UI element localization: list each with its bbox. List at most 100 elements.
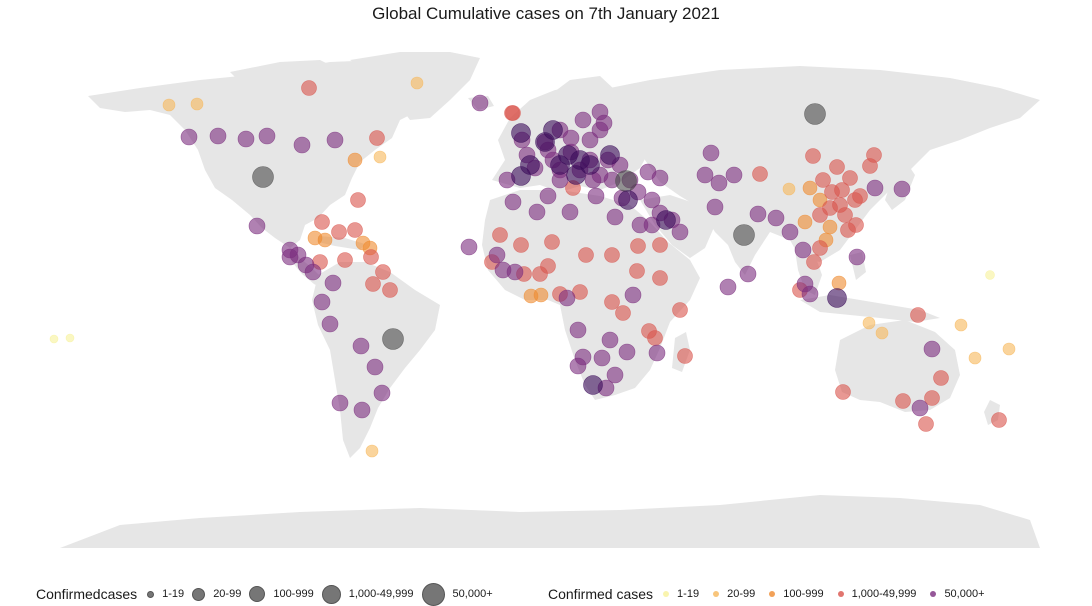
case-marker [293, 136, 311, 154]
case-marker [805, 148, 821, 164]
case-marker [561, 203, 579, 221]
case-marker [615, 305, 631, 321]
case-marker [606, 366, 624, 384]
case-marker [643, 191, 661, 209]
color-legend-label: 20-99 [727, 588, 756, 600]
case-marker [528, 203, 546, 221]
case-marker [248, 217, 266, 235]
case-marker [533, 287, 549, 303]
case-marker [739, 265, 757, 283]
case-marker [733, 224, 755, 246]
color-legend-key [713, 591, 720, 597]
case-marker [314, 214, 330, 230]
case-marker [363, 249, 379, 265]
case-marker [781, 223, 799, 241]
color-legend-key [663, 591, 670, 597]
case-marker [804, 103, 826, 125]
case-marker [875, 326, 889, 340]
case-marker [840, 222, 856, 238]
case-marker [842, 170, 858, 186]
case-marker [324, 274, 342, 292]
case-marker [281, 248, 299, 266]
case-marker [252, 166, 274, 188]
case-marker [815, 172, 831, 188]
case-marker [677, 348, 693, 364]
case-marker [651, 169, 669, 187]
size-legend-key [249, 586, 266, 602]
case-marker [802, 180, 818, 196]
case-marker [702, 144, 720, 162]
case-marker [337, 252, 353, 268]
size-legend-title: Confirmedcases [36, 586, 138, 602]
color-legend-item: 100-999 [769, 588, 824, 600]
case-marker [801, 285, 819, 303]
case-marker [492, 227, 508, 243]
case-marker [827, 288, 847, 308]
case-marker [618, 190, 638, 210]
case-marker [924, 390, 940, 406]
case-marker [782, 182, 796, 196]
case-marker [895, 393, 911, 409]
case-marker [629, 263, 645, 279]
case-marker [829, 159, 845, 175]
case-marker [618, 343, 636, 361]
case-marker [812, 207, 828, 223]
size-legend-label: 1-19 [162, 588, 185, 600]
case-marker [767, 209, 785, 227]
case-marker [488, 246, 506, 264]
land-africa [482, 190, 700, 400]
case-marker [968, 351, 982, 365]
case-marker [954, 318, 968, 332]
case-marker [566, 165, 586, 185]
color-legend: Confirmed cases 1-19 20-99 100-999 1,000-49… [548, 582, 999, 606]
case-marker [725, 166, 743, 184]
case-marker [347, 152, 363, 168]
case-marker [580, 155, 600, 175]
land-scandinavia [540, 76, 615, 130]
color-legend-item: 1-19 [663, 588, 699, 600]
color-legend-item: 20-99 [713, 588, 755, 600]
case-marker [812, 240, 828, 256]
case-marker [648, 344, 666, 362]
case-marker [862, 158, 878, 174]
case-marker [321, 315, 339, 333]
case-marker [513, 237, 529, 253]
case-marker [326, 131, 344, 149]
case-marker [331, 224, 347, 240]
case-marker [574, 111, 592, 129]
case-marker [794, 241, 812, 259]
case-marker [506, 263, 524, 281]
case-marker [719, 278, 737, 296]
case-marker [562, 129, 580, 147]
size-legend-label: 20-99 [213, 588, 242, 600]
case-marker [558, 289, 576, 307]
case-marker [652, 270, 668, 286]
case-marker [601, 331, 619, 349]
case-marker [923, 340, 941, 358]
case-marker [797, 214, 813, 230]
case-marker [991, 412, 1007, 428]
case-marker [866, 179, 884, 197]
case-marker [301, 80, 317, 96]
case-marker [49, 334, 59, 344]
size-legend: Confirmedcases 1-19 20-99 100-999 1,000-49,… [36, 582, 501, 606]
land-antarctica [60, 495, 1040, 548]
case-marker [307, 230, 323, 246]
case-marker [985, 270, 995, 280]
map-title: Global Cumulative cases on 7th January 2… [372, 4, 720, 23]
case-marker [209, 127, 227, 145]
case-marker [933, 370, 949, 386]
color-legend-item: 1,000-49,999 [837, 588, 916, 600]
size-legend-key [321, 584, 341, 604]
case-marker [911, 399, 929, 417]
case-marker [910, 307, 926, 323]
size-legend-item: 20-99 [192, 587, 242, 601]
case-marker [710, 174, 728, 192]
case-marker [893, 180, 911, 198]
case-marker [382, 328, 404, 350]
size-legend-key [421, 582, 445, 606]
case-marker [471, 94, 489, 112]
case-marker [366, 358, 384, 376]
case-marker [369, 130, 385, 146]
case-marker [352, 337, 370, 355]
